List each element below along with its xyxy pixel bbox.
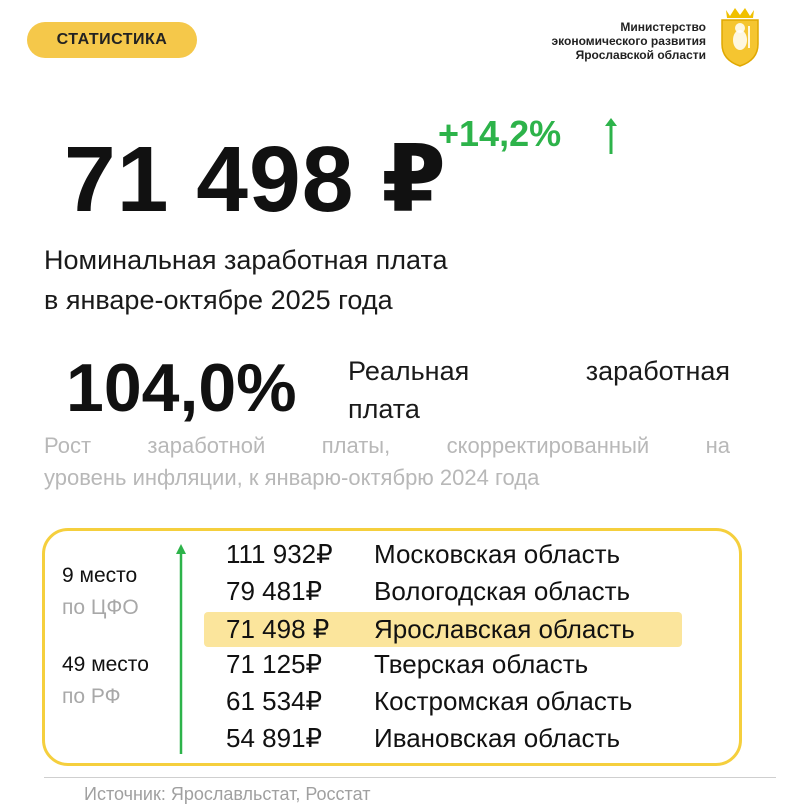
ministry-line: Ярославской области xyxy=(575,48,706,62)
note-word: платы, xyxy=(321,433,391,458)
place-rank: 9 место xyxy=(62,564,138,587)
ranking-amount: 71 498 ₽ xyxy=(226,614,330,644)
real-wage-label: Реальная заработная плата xyxy=(348,352,730,428)
note-word: заработной xyxy=(147,433,266,458)
ranking-amount: 71 125₽ xyxy=(226,649,323,679)
place-rank: 49 место xyxy=(62,653,149,676)
real-wage-note: Рост заработной платы, скорректированный… xyxy=(44,430,730,494)
ranking-region: Ярославская область xyxy=(374,614,635,644)
place-scope: по РФ xyxy=(62,685,121,708)
ranking-amount: 54 891₽ xyxy=(226,723,323,753)
ranking-region: Московская область xyxy=(374,539,621,569)
ranking-arrow-up-icon xyxy=(176,544,186,754)
arrow-up-icon xyxy=(605,118,617,154)
label-line: Номинальная заработная плата xyxy=(44,245,448,275)
label-word: Реальная xyxy=(348,356,470,386)
wage-growth-percent: +14,2% xyxy=(438,113,562,154)
footer-divider xyxy=(44,777,776,778)
note-word: на xyxy=(705,433,730,458)
note-line: уровень инфляции, к январю-октябрю 2024 … xyxy=(44,465,540,490)
ranking-amount: 79 481₽ xyxy=(226,576,323,606)
note-word: скорректированный xyxy=(446,433,650,458)
place-russia: 49 место по РФ xyxy=(62,649,149,713)
ranking-region: Вологодская область xyxy=(374,576,631,606)
label-line: в январе-октябре 2025 года xyxy=(44,285,393,315)
ministry-line: Министерство xyxy=(620,20,706,34)
category-tag: СТАТИСТИКА xyxy=(27,22,197,58)
note-word: Рост xyxy=(44,433,92,458)
ranking-region: Костромская область xyxy=(374,686,633,716)
ranking-amount: 61 534₽ xyxy=(226,686,323,716)
place-cfo: 9 место по ЦФО xyxy=(62,560,139,624)
ranking-region: Ивановская область xyxy=(374,723,620,753)
ranking-region: Тверская область xyxy=(374,649,589,679)
coat-of-arms-icon xyxy=(721,8,759,67)
ranking-amount: 111 932₽ xyxy=(226,539,333,569)
nominal-wage-label: Номинальная заработная плата в январе-ок… xyxy=(44,240,448,320)
label-word: заработная xyxy=(585,356,730,386)
ministry-name: Министерство экономического развития Яро… xyxy=(470,20,706,62)
source-note: Источник: Ярославльстат, Росстат xyxy=(84,784,371,804)
nominal-wage-value: 71 498 ₽ xyxy=(64,127,447,231)
real-wage-value: 104,0% xyxy=(66,350,297,426)
place-scope: по ЦФО xyxy=(62,596,139,619)
ministry-line: экономического развития xyxy=(551,34,706,48)
ranking-card xyxy=(42,528,742,766)
highlighted-row-background xyxy=(204,612,682,647)
label-line: плата xyxy=(348,394,420,424)
